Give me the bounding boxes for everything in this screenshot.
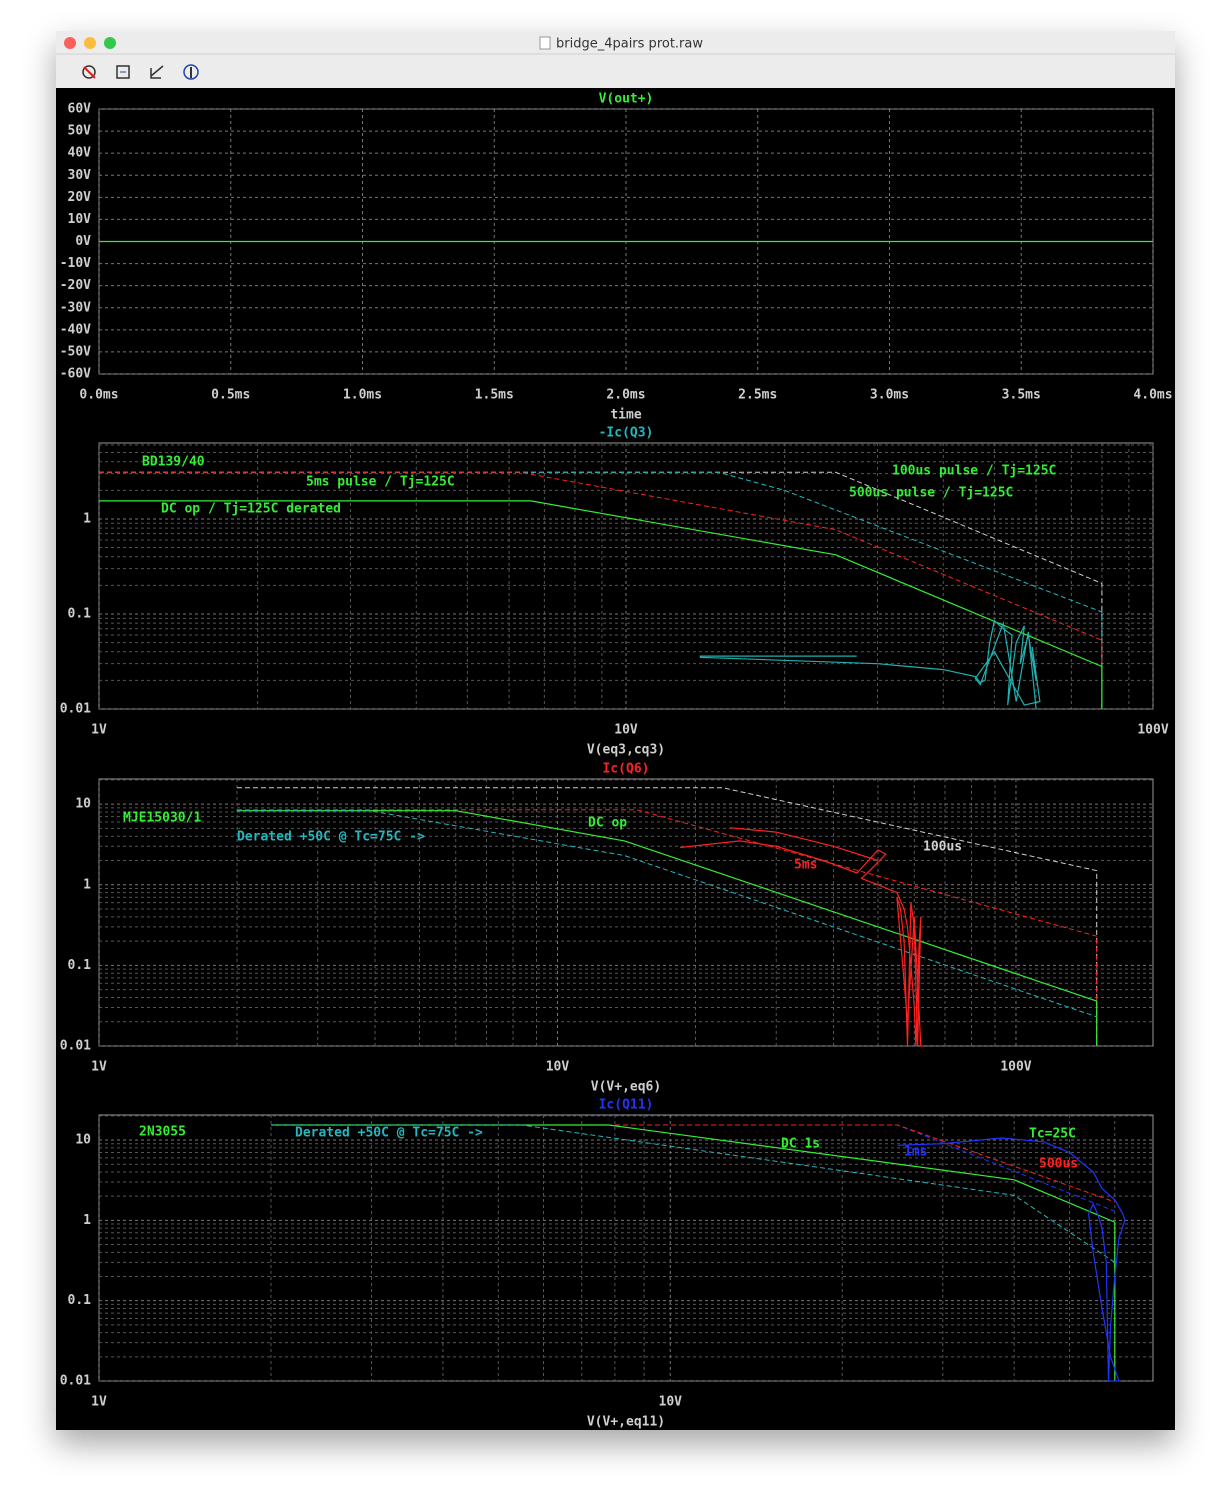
x-tick-label: 1V bbox=[91, 1060, 107, 1075]
x-tick-label: 0.5ms bbox=[211, 388, 250, 403]
series-line bbox=[99, 500, 1103, 709]
plot-title: -Ic(Q3) bbox=[599, 426, 654, 441]
y-tick-label: 40V bbox=[68, 146, 92, 161]
x-axis-label: V(V+,eq6) bbox=[591, 1080, 661, 1095]
title-toolbar bbox=[56, 31, 1175, 88]
y-tick-label: 50V bbox=[68, 124, 92, 139]
y-tick-label: 1 bbox=[83, 1213, 91, 1228]
x-tick-label: 10V bbox=[614, 723, 638, 738]
series-line bbox=[679, 827, 924, 1047]
window bbox=[56, 31, 1175, 1430]
x-tick-label: 2.5ms bbox=[738, 388, 777, 403]
y-tick-label: -60V bbox=[60, 367, 91, 382]
x-tick-label: 1V bbox=[91, 1395, 107, 1410]
annotation: Derated +50C @ Tc=75C -> bbox=[295, 1126, 483, 1141]
autorange-tool[interactable] bbox=[116, 65, 130, 79]
close-button[interactable] bbox=[64, 37, 76, 49]
x-tick-label: 1.5ms bbox=[475, 388, 514, 403]
annotation: Derated +50C @ Tc=75C -> bbox=[237, 830, 425, 845]
y-tick-label: 1 bbox=[83, 511, 91, 526]
y-tick-label: 0.01 bbox=[60, 1039, 91, 1054]
annotation: 100us bbox=[923, 840, 962, 855]
x-tick-label: 4.0ms bbox=[1133, 388, 1172, 403]
y-tick-label: 1 bbox=[83, 877, 91, 892]
series-line bbox=[897, 1137, 1126, 1382]
y-tick-label: 0V bbox=[75, 234, 91, 249]
x-axis-label: time bbox=[610, 408, 641, 423]
annotation: BD139/40 bbox=[142, 455, 205, 470]
series-line bbox=[237, 810, 1097, 1018]
y-tick-label: 0.01 bbox=[60, 702, 91, 717]
series-line bbox=[237, 809, 1098, 1046]
annotation: 2N3055 bbox=[139, 1125, 186, 1140]
probe-tool[interactable] bbox=[183, 64, 199, 80]
plot-title: Ic(Q11) bbox=[599, 1098, 654, 1113]
x-tick-label: 10V bbox=[546, 1060, 570, 1075]
series-line bbox=[699, 619, 1041, 710]
y-tick-label: -30V bbox=[60, 300, 91, 315]
y-tick-label: 10V bbox=[68, 212, 92, 227]
x-tick-label: 100V bbox=[1000, 1060, 1031, 1075]
undo-tool[interactable] bbox=[150, 65, 164, 79]
x-tick-label: 100V bbox=[1137, 723, 1168, 738]
y-tick-label: 0.1 bbox=[68, 606, 92, 621]
doc-icon bbox=[539, 36, 551, 50]
x-tick-label: 3.5ms bbox=[1002, 388, 1041, 403]
y-tick-label: 30V bbox=[68, 168, 92, 183]
zoom-button[interactable] bbox=[104, 37, 116, 49]
y-tick-label: 20V bbox=[68, 190, 92, 205]
series-line bbox=[237, 810, 1098, 1046]
y-tick-label: 60V bbox=[68, 102, 92, 117]
annotation: DC op bbox=[588, 816, 627, 831]
x-tick-label: 0.0ms bbox=[79, 388, 118, 403]
annotation: 100us pulse / Tj=125C bbox=[892, 464, 1056, 479]
x-tick-label: 2.0ms bbox=[606, 388, 645, 403]
y-tick-label: 10 bbox=[75, 1133, 91, 1148]
x-axis-label: V(V+,eq11) bbox=[587, 1415, 665, 1430]
annotation: Tc=25C bbox=[1029, 1127, 1076, 1142]
annotation: 5ms pulse / Tj=125C bbox=[306, 475, 455, 490]
annotation: 1ms bbox=[904, 1145, 927, 1160]
annotation: 500us pulse / Tj=125C bbox=[849, 486, 1013, 501]
x-tick-label: 3.0ms bbox=[870, 388, 909, 403]
x-tick-label: 10V bbox=[659, 1395, 683, 1410]
y-tick-label: 0.1 bbox=[68, 1293, 92, 1308]
series-line bbox=[271, 1124, 1116, 1263]
annotation: DC op / Tj=125C derated bbox=[161, 502, 341, 517]
x-tick-label: 1.0ms bbox=[343, 388, 382, 403]
y-tick-label: -40V bbox=[60, 322, 91, 337]
zoom-out-tool[interactable] bbox=[82, 65, 96, 79]
y-tick-label: 10 bbox=[75, 797, 91, 812]
y-tick-label: 0.01 bbox=[60, 1374, 91, 1389]
toolbar bbox=[82, 64, 199, 80]
y-tick-label: -20V bbox=[60, 278, 91, 293]
window-title: bridge_4pairs prot.raw bbox=[556, 37, 703, 52]
y-tick-label: -50V bbox=[60, 344, 91, 359]
annotation: DC 1s bbox=[781, 1137, 820, 1152]
annotation: MJE15030/1 bbox=[123, 811, 201, 826]
annotation: 5ms bbox=[794, 858, 817, 873]
annotation: 500us bbox=[1039, 1157, 1078, 1172]
plot-title: Ic(Q6) bbox=[603, 762, 650, 777]
plot-title: V(out+) bbox=[599, 92, 654, 107]
x-tick-label: 1V bbox=[91, 723, 107, 738]
x-axis-label: V(eq3,cq3) bbox=[587, 743, 665, 758]
y-tick-label: -10V bbox=[60, 256, 91, 271]
minimize-button[interactable] bbox=[84, 37, 96, 49]
y-tick-label: 0.1 bbox=[68, 958, 92, 973]
series-line bbox=[99, 471, 1103, 709]
